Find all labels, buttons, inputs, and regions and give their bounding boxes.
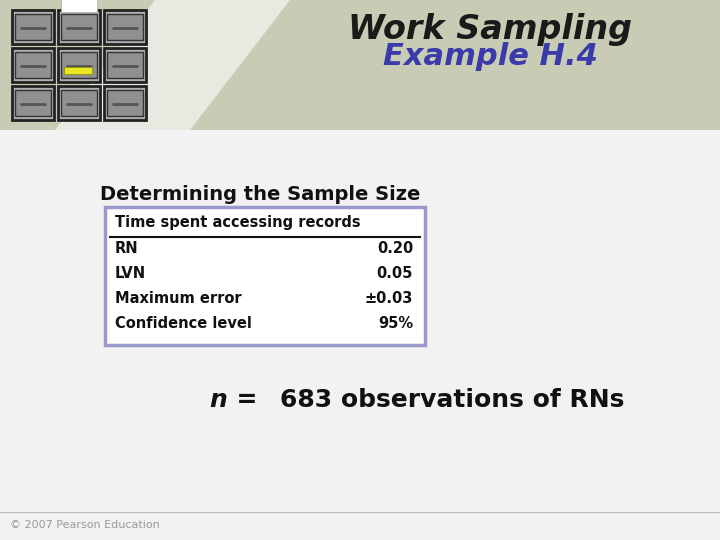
Bar xyxy=(12,10,54,44)
Bar xyxy=(15,14,51,40)
Text: © 2007 Pearson Education: © 2007 Pearson Education xyxy=(10,520,160,530)
FancyBboxPatch shape xyxy=(105,207,425,345)
Bar xyxy=(61,0,97,12)
Bar xyxy=(104,10,146,44)
Bar xyxy=(104,86,146,120)
Text: Confidence level: Confidence level xyxy=(115,316,252,331)
Bar xyxy=(15,90,51,116)
Text: 0.05: 0.05 xyxy=(377,266,413,281)
Text: 0.20: 0.20 xyxy=(377,241,413,256)
Text: 683 observations of RNs: 683 observations of RNs xyxy=(280,388,624,412)
Bar xyxy=(61,90,97,116)
Bar xyxy=(15,52,51,78)
Bar xyxy=(12,86,54,120)
Bar xyxy=(107,90,143,116)
Bar xyxy=(12,48,54,82)
Text: Maximum error: Maximum error xyxy=(115,291,242,306)
Bar xyxy=(107,52,143,78)
Bar xyxy=(61,14,97,40)
Bar xyxy=(107,14,143,40)
Text: Time spent accessing records: Time spent accessing records xyxy=(115,215,361,230)
Text: LVN: LVN xyxy=(115,266,146,281)
Bar xyxy=(58,86,100,120)
Bar xyxy=(61,52,97,78)
Text: n =: n = xyxy=(210,388,258,412)
Text: ±0.03: ±0.03 xyxy=(364,291,413,306)
Bar xyxy=(58,10,100,44)
Bar xyxy=(0,0,720,130)
Text: Determining the Sample Size: Determining the Sample Size xyxy=(100,185,420,204)
Polygon shape xyxy=(55,0,290,130)
Text: RN: RN xyxy=(115,241,139,256)
Text: 95%: 95% xyxy=(378,316,413,331)
Text: Work Sampling: Work Sampling xyxy=(348,13,632,46)
Bar xyxy=(64,67,92,74)
Text: Example H.4: Example H.4 xyxy=(382,42,598,71)
Bar xyxy=(58,48,100,82)
Bar xyxy=(104,48,146,82)
